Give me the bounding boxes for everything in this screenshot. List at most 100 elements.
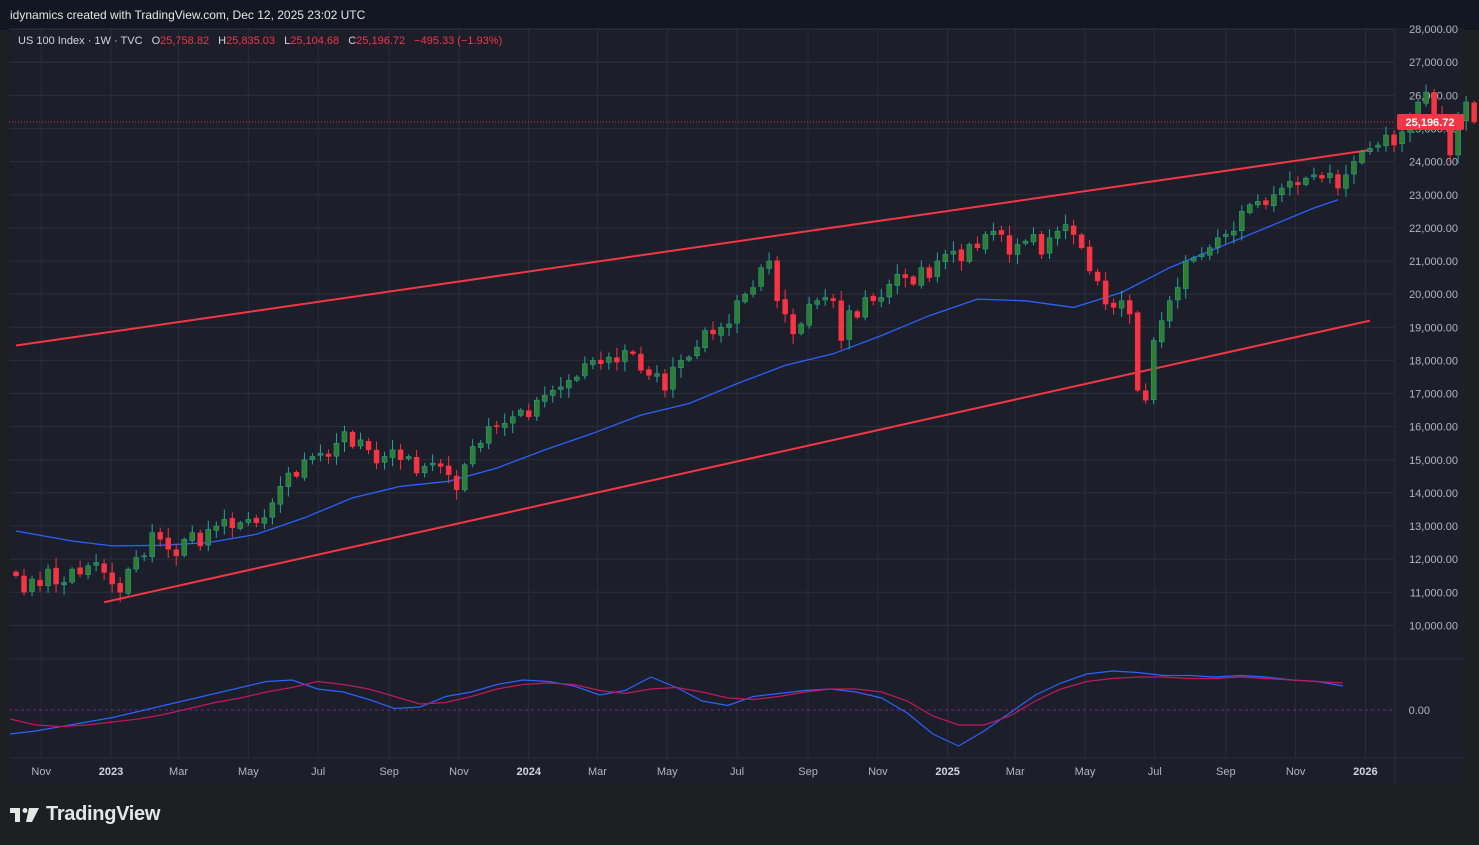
price-tick-label: 22,000.00 (1409, 223, 1458, 235)
chart-frame[interactable] (9, 28, 1464, 784)
tradingview-logo[interactable]: TradingView (10, 803, 160, 826)
candle-body (517, 409, 524, 416)
candle-body (301, 459, 308, 478)
candle-body (413, 457, 420, 474)
candle-body (1383, 134, 1389, 147)
chart-credit: idynamics created with TradingView.com, … (10, 8, 366, 22)
candle-body (293, 471, 300, 477)
price-tick-label: 18,000.00 (1409, 355, 1458, 367)
candle-body (526, 410, 532, 417)
candle-body (1471, 102, 1477, 123)
candle-body (53, 567, 59, 585)
candle-body (333, 442, 340, 457)
candle-body (1118, 300, 1125, 309)
candle-body (469, 446, 476, 465)
candle-body (1287, 181, 1293, 188)
candle-body (29, 578, 35, 592)
candle-body (125, 568, 131, 594)
candle-body (1295, 182, 1301, 186)
candle-body (253, 517, 260, 523)
candle-body (822, 297, 828, 301)
candle-body (558, 386, 564, 390)
candle-body (1078, 234, 1085, 249)
candle-body (101, 563, 107, 573)
candle-body (1142, 390, 1149, 401)
candle-body (1223, 234, 1229, 237)
candle-body (710, 329, 716, 335)
price-tick-label: 21,000.00 (1409, 256, 1458, 268)
candle-body (117, 582, 123, 593)
candle-body (1190, 257, 1197, 262)
candle-body (830, 298, 836, 302)
footer (0, 785, 1479, 845)
candle-body (445, 465, 452, 475)
candle-body (974, 243, 981, 249)
candle-body (1022, 240, 1029, 244)
candle-body (950, 250, 957, 255)
time-tick-label: 2026 (1353, 766, 1377, 778)
candle-body (694, 346, 700, 357)
channel-line (103, 319, 1371, 604)
candle-body (1239, 211, 1245, 231)
candle-body (325, 453, 332, 457)
candles (13, 84, 1477, 603)
candle-body (1150, 340, 1157, 400)
candle-body (878, 297, 885, 302)
candle-body (734, 300, 740, 324)
candle-body (1215, 237, 1221, 248)
candle-body (1199, 254, 1205, 257)
candle-body (133, 557, 139, 570)
candle-body (93, 562, 99, 566)
time-tick-label: 2025 (935, 766, 959, 778)
price-tick-label: 20,000.00 (1409, 289, 1458, 301)
candle-body (261, 517, 268, 524)
candle-body (1182, 260, 1189, 289)
candle-body (1030, 234, 1037, 243)
candle-body (566, 380, 572, 389)
candle-body (1367, 148, 1373, 152)
candle-body (157, 532, 163, 540)
candle-body (221, 519, 228, 527)
candle-body (77, 567, 83, 575)
time-tick-label: May (657, 766, 678, 778)
candle-body (1006, 235, 1013, 255)
candle-body (205, 529, 212, 546)
candle-body (1319, 175, 1325, 179)
candle-body (862, 297, 869, 318)
candle-body (726, 323, 732, 328)
price-tick-label: 13,000.00 (1409, 521, 1458, 533)
candle-body (686, 356, 692, 361)
candle-body (429, 462, 436, 466)
legend-low: 25,104.68 (290, 35, 340, 47)
price-chart[interactable]: 28,000.0027,000.0026,000.0025,000.0024,0… (0, 0, 1479, 785)
candle-body (461, 464, 468, 491)
candle-body (702, 330, 708, 348)
time-tick-label: Jul (730, 766, 744, 778)
candle-body (45, 568, 51, 586)
legend-close-label: C (348, 35, 357, 47)
price-tick-label: 11,000.00 (1410, 587, 1458, 599)
candle-body (1255, 201, 1261, 206)
price-tick-label: 16,000.00 (1409, 422, 1458, 434)
channel-lines[interactable] (15, 149, 1371, 604)
price-tick-label: 24,000.00 (1409, 157, 1458, 169)
candle-body (485, 426, 492, 444)
candle-body (582, 363, 588, 377)
candle-body (365, 440, 372, 451)
candle-body (750, 287, 756, 295)
candle-body (1271, 194, 1277, 206)
oscillator-axis-label: 0.00 (1409, 705, 1430, 717)
time-tick-label: 2024 (517, 766, 542, 778)
candle-body (405, 456, 412, 459)
candle-body (1166, 300, 1173, 322)
candle-body (61, 582, 67, 586)
time-tick-label: Jul (1148, 766, 1162, 778)
candle-body (373, 449, 380, 464)
candle-body (718, 327, 724, 336)
symbol-legend[interactable]: US 100 Index · 1W · TVC O25,758.82 H25,8… (18, 35, 502, 47)
candle-body (13, 571, 19, 576)
candle-body (69, 568, 75, 583)
time-axis: Nov 2023 Mar May Jul Sep Nov 2024 Mar May Jul Sep No… (31, 766, 1377, 778)
moving-average (15, 199, 1339, 547)
candle-body (966, 244, 973, 262)
